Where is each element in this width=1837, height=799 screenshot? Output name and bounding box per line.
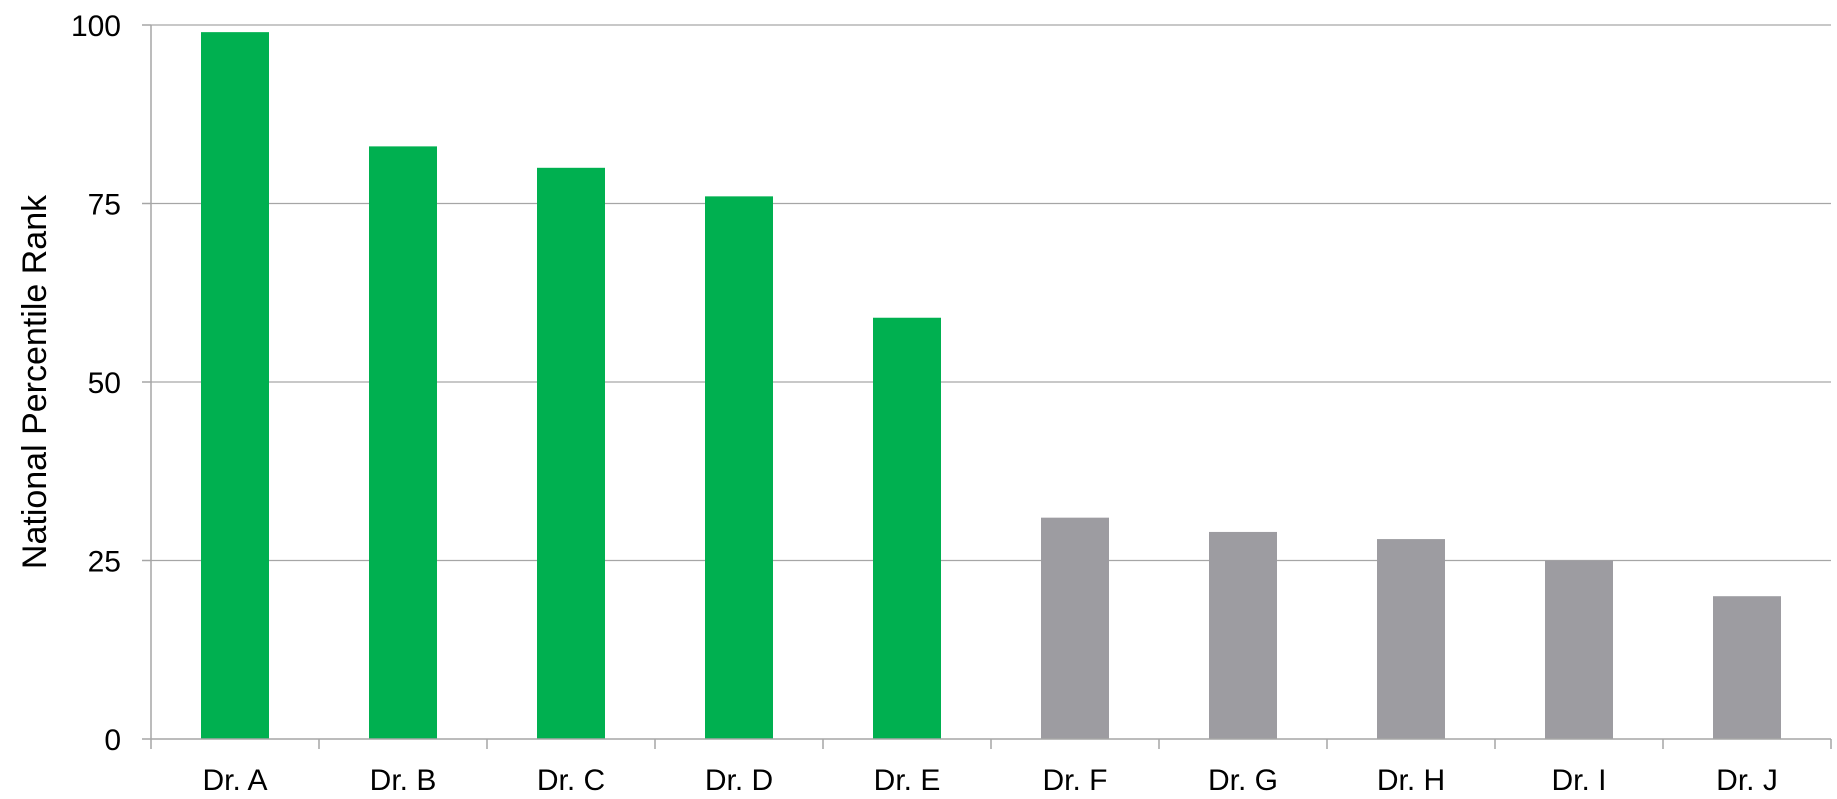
- x-tick-labels: Dr. A Dr. B Dr. C Dr. D Dr. E Dr. F Dr. G Dr. H…: [202, 764, 1777, 797]
- bar-dr-d: [705, 196, 773, 740]
- bar-dr-a: [201, 32, 269, 739]
- y-tick-label: 0: [104, 724, 121, 757]
- x-tick-label: Dr. A: [202, 764, 267, 797]
- bar-dr-g: [1209, 531, 1277, 739]
- x-tick-label: Dr. B: [370, 764, 437, 797]
- bar-dr-j: [1713, 596, 1781, 739]
- x-tick-label: Dr. F: [1043, 764, 1108, 797]
- x-tick-label: Dr. D: [705, 764, 773, 797]
- y-tick-label: 50: [88, 367, 121, 400]
- x-tick-label: Dr. G: [1208, 764, 1278, 797]
- y-axis-title: National Percentile Rank: [16, 194, 54, 569]
- axes: [142, 24, 1832, 749]
- bar-dr-h: [1377, 539, 1445, 739]
- x-tick-label: Dr. I: [1551, 764, 1606, 797]
- x-tick-label: Dr. H: [1377, 764, 1445, 797]
- bar-dr-f: [1041, 517, 1109, 739]
- y-tick-label: 25: [88, 546, 121, 579]
- x-tick-label: Dr. C: [537, 764, 605, 797]
- y-tick-labels: 0 25 50 75 100: [71, 10, 121, 757]
- bars: [201, 32, 1781, 740]
- bar-dr-i: [1545, 560, 1613, 739]
- bar-dr-c: [537, 167, 605, 740]
- y-tick-label: 75: [88, 189, 121, 222]
- bar-dr-e: [873, 317, 941, 739]
- bar-dr-b: [369, 146, 437, 739]
- y-tick-label: 100: [71, 10, 121, 43]
- x-tick-label: Dr. E: [874, 764, 941, 797]
- x-tick-label: Dr. J: [1716, 764, 1778, 797]
